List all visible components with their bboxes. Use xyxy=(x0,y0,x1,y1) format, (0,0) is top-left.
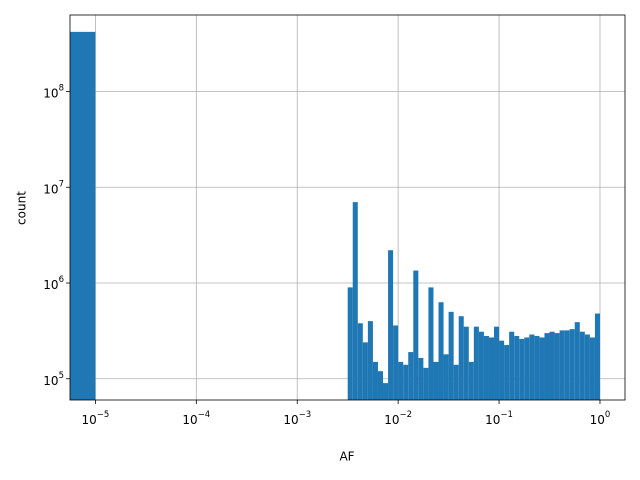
bar xyxy=(574,322,580,400)
bar xyxy=(519,339,525,400)
tick-label: 10−1 xyxy=(485,410,513,427)
tick-label: 10−5 xyxy=(82,410,110,427)
tick-label-base: 10 xyxy=(43,86,58,100)
tick-label-base: 10 xyxy=(43,373,58,387)
tick-label: 100 xyxy=(590,410,611,427)
bar xyxy=(549,331,555,400)
bar xyxy=(95,400,347,410)
y-axis-label: count xyxy=(15,191,29,225)
bar xyxy=(423,367,429,400)
tick-label-base: 10 xyxy=(590,413,605,427)
tick-label: 107 xyxy=(43,179,64,196)
tick-label-base: 10 xyxy=(182,413,197,427)
tick-label-base: 10 xyxy=(384,413,399,427)
tick-label-base: 10 xyxy=(43,278,58,292)
bar xyxy=(433,361,439,400)
axes-frame xyxy=(69,14,626,401)
bar xyxy=(529,334,535,400)
bar xyxy=(393,325,399,400)
bar xyxy=(408,352,414,400)
tick-label: 108 xyxy=(43,83,64,100)
tick-label-exponent: 0 xyxy=(605,410,610,420)
bar xyxy=(544,333,550,400)
tick-label: 105 xyxy=(43,370,64,387)
bar xyxy=(463,326,469,400)
bar xyxy=(453,364,459,400)
bar xyxy=(514,335,520,400)
bar xyxy=(458,316,464,400)
tick-label-base: 10 xyxy=(283,413,298,427)
tick-label-exponent: 6 xyxy=(59,275,64,285)
tick-label: 10−4 xyxy=(182,410,210,427)
tick-label-exponent: −3 xyxy=(299,410,312,420)
bar xyxy=(589,337,595,400)
bar xyxy=(398,361,404,400)
bar xyxy=(428,287,434,400)
bar xyxy=(569,329,575,400)
bar xyxy=(524,337,530,400)
bar xyxy=(377,371,384,400)
bar xyxy=(554,333,560,400)
bar xyxy=(347,287,353,400)
tick-label: 106 xyxy=(43,275,64,292)
bar xyxy=(534,335,540,400)
tick-label-exponent: −1 xyxy=(500,410,513,420)
tick-label: 10−2 xyxy=(384,410,412,427)
bar xyxy=(413,270,419,400)
tick-label-exponent: −2 xyxy=(400,410,413,420)
bar xyxy=(70,31,96,400)
bar xyxy=(418,357,424,400)
bar xyxy=(438,302,444,400)
bar xyxy=(504,345,510,400)
bar xyxy=(448,311,454,400)
tick-label-exponent: 8 xyxy=(59,83,64,93)
tick-label: 10−3 xyxy=(283,410,311,427)
bar xyxy=(539,337,545,400)
bar xyxy=(559,330,565,400)
bar xyxy=(362,342,368,400)
tick-label-exponent: 5 xyxy=(59,370,64,380)
bar xyxy=(478,331,484,400)
bar xyxy=(388,250,394,400)
bar xyxy=(483,335,489,400)
bar xyxy=(468,361,474,400)
bar xyxy=(564,330,570,400)
bar xyxy=(584,334,590,400)
bar xyxy=(594,313,600,400)
bar xyxy=(357,323,363,400)
bar xyxy=(372,361,378,400)
bar xyxy=(403,364,409,400)
tick-label-base: 10 xyxy=(485,413,500,427)
bar xyxy=(488,337,495,400)
bar xyxy=(443,354,449,400)
bar xyxy=(473,326,479,400)
bar xyxy=(352,202,358,400)
tick-label-exponent: 7 xyxy=(59,179,64,189)
bar xyxy=(383,383,389,400)
bar xyxy=(494,326,500,400)
bar xyxy=(579,331,585,400)
bar xyxy=(499,340,505,400)
tick-label-exponent: −4 xyxy=(198,410,211,420)
tick-label-exponent: −5 xyxy=(97,410,110,420)
bar xyxy=(367,321,373,400)
tick-label-base: 10 xyxy=(43,182,58,196)
tick-label-base: 10 xyxy=(82,413,97,427)
x-axis-label: AF xyxy=(339,450,354,464)
bar xyxy=(509,331,515,400)
